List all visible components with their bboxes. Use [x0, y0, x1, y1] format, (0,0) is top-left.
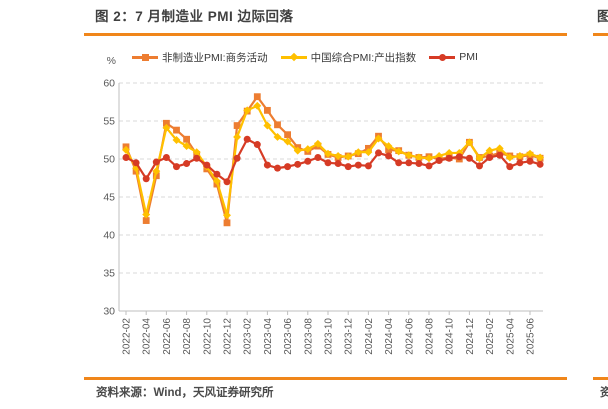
svg-text:45: 45 [103, 192, 115, 204]
svg-text:50: 50 [103, 154, 115, 166]
title-underline [84, 33, 567, 36]
svg-text:2024-02: 2024-02 [364, 318, 375, 355]
svg-text:2022-04: 2022-04 [142, 318, 153, 355]
pmi-line-chart: 30 35 40 45 50 55 60 2022-02 2022-04 2022-06 2022-… [103, 78, 545, 355]
source-note: 资料来源：Wind，天风证券研究所 [96, 387, 274, 399]
legend-label: 中国综合PMI:产出指数 [310, 51, 417, 64]
source-overline [84, 377, 567, 380]
svg-text:2022-02: 2022-02 [122, 318, 133, 355]
adjacent-source-fragment: 资 [600, 387, 608, 399]
legend-label: PMI [459, 51, 478, 63]
svg-text:2022-06: 2022-06 [162, 318, 173, 355]
svg-text:2024-10: 2024-10 [445, 318, 456, 355]
legend-circle-marker-icon [429, 53, 456, 62]
svg-text:2022-08: 2022-08 [182, 318, 193, 355]
svg-text:40: 40 [103, 230, 115, 242]
svg-text:30: 30 [103, 306, 115, 318]
adjacent-title-underline-fragment [593, 33, 608, 36]
legend-item-pmi: PMI [429, 51, 478, 63]
legend-item-nonmanufacturing-pmi: 非制造业PMI:商务活动 [132, 50, 268, 65]
svg-text:2025-06: 2025-06 [526, 318, 537, 355]
y-axis-unit-label: % [106, 55, 116, 67]
svg-text:2023-08: 2023-08 [303, 318, 314, 355]
svg-text:55: 55 [103, 116, 115, 128]
svg-text:60: 60 [103, 78, 115, 90]
legend-item-composite-pmi: 中国综合PMI:产出指数 [280, 50, 417, 65]
svg-text:2024-04: 2024-04 [384, 318, 395, 355]
svg-text:2023-02: 2023-02 [243, 318, 254, 355]
svg-text:2023-12: 2023-12 [344, 318, 355, 355]
legend-label: 非制造业PMI:商务活动 [162, 51, 268, 64]
svg-text:2024-08: 2024-08 [425, 318, 436, 355]
svg-text:2023-06: 2023-06 [283, 318, 294, 355]
chart-legend: 非制造业PMI:商务活动 中国综合PMI:产出指数 PMI [132, 49, 478, 65]
adjacent-source-overline-fragment [593, 377, 608, 380]
svg-text:2024-12: 2024-12 [465, 318, 476, 355]
figure-title: 图 2：7 月制造业 PMI 边际回落 [95, 9, 294, 24]
svg-text:2023-04: 2023-04 [263, 318, 274, 355]
svg-text:2025-02: 2025-02 [485, 318, 496, 355]
legend-square-marker-icon [132, 53, 158, 62]
svg-text:2023-10: 2023-10 [324, 318, 335, 355]
svg-text:2024-06: 2024-06 [404, 318, 415, 355]
legend-diamond-marker-icon [280, 52, 307, 62]
svg-text:35: 35 [103, 268, 115, 280]
svg-text:2025-04: 2025-04 [505, 318, 516, 355]
svg-text:2022-12: 2022-12 [223, 318, 234, 355]
svg-text:2022-10: 2022-10 [202, 318, 213, 355]
figure-panel: 图 2：7 月制造业 PMI 边际回落 非制造业PMI:商务活动 中国综合PMI… [84, 0, 570, 409]
adjacent-figure-title-fragment: 图 [597, 9, 608, 23]
